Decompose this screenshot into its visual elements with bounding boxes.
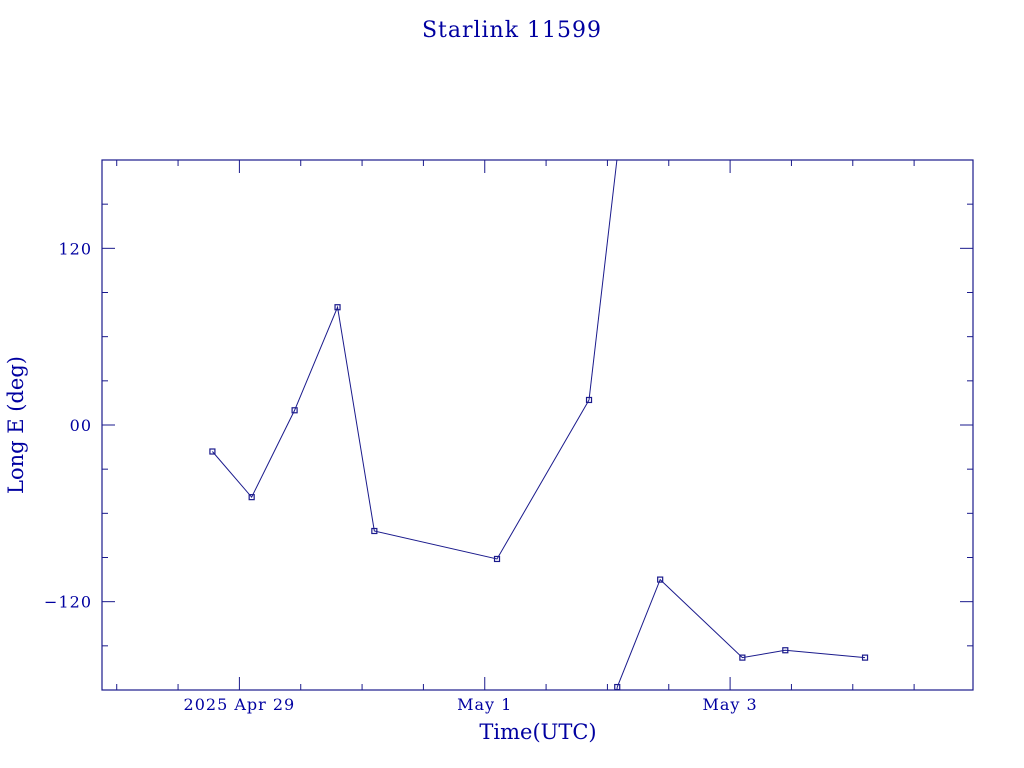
x-axis-label: Time(UTC) bbox=[479, 720, 596, 744]
series-line bbox=[212, 305, 590, 560]
data-point bbox=[614, 683, 621, 691]
plot-area: 2025 Apr 29 May 1 May 3 120 00 −120 bbox=[44, 159, 974, 714]
data-point bbox=[861, 654, 869, 661]
data-point bbox=[493, 555, 501, 563]
plot-frame bbox=[101, 159, 974, 691]
data-point bbox=[209, 448, 216, 455]
data-point bbox=[585, 396, 593, 404]
series-line bbox=[588, 159, 618, 401]
chart-title: Starlink 11599 bbox=[422, 18, 602, 43]
y-tick-label: 00 bbox=[70, 416, 92, 435]
axis-ticks bbox=[102, 159, 973, 691]
data-point bbox=[334, 304, 341, 311]
series-lines bbox=[212, 159, 866, 691]
data-point bbox=[248, 494, 255, 501]
y-axis-label: Long E (deg) bbox=[4, 356, 28, 494]
data-point bbox=[782, 647, 789, 654]
data-point bbox=[657, 576, 664, 583]
data-point bbox=[739, 654, 746, 661]
data-point bbox=[291, 407, 298, 414]
axis-tick-labels: 2025 Apr 29 May 1 May 3 120 00 −120 bbox=[44, 239, 757, 714]
x-tick-label: May 3 bbox=[702, 695, 757, 714]
series-line bbox=[616, 578, 866, 688]
x-tick-label: 2025 Apr 29 bbox=[184, 695, 296, 714]
y-tick-label: −120 bbox=[44, 593, 92, 612]
x-tick-label: May 1 bbox=[457, 695, 512, 714]
series-points bbox=[209, 304, 869, 691]
y-tick-label: 120 bbox=[58, 239, 92, 258]
data-point bbox=[371, 527, 378, 535]
